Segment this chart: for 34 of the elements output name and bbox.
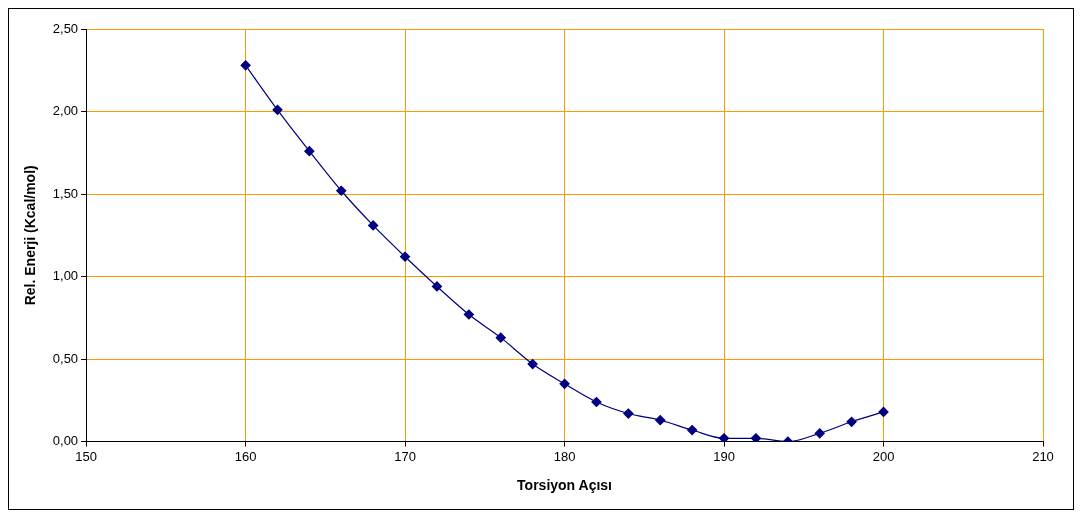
point: [495, 332, 506, 343]
point: [878, 406, 889, 417]
point: [687, 424, 698, 436]
point: [814, 428, 825, 439]
x-tick-label: 150: [75, 448, 97, 464]
x-axis-title: Torsiyon Açısı: [517, 477, 613, 494]
point: [304, 146, 315, 157]
point: [399, 251, 411, 262]
y-tick-label: 0,50: [52, 350, 79, 366]
y-tick-label: 1,50: [52, 185, 79, 201]
y-tick-label: 2,00: [52, 103, 79, 119]
point: [336, 185, 347, 196]
point: [750, 433, 762, 442]
point: [431, 281, 443, 292]
y-axis-title: Rel. Enerji (Kcal/mol): [22, 165, 39, 306]
x-tick-label: 180: [553, 448, 576, 464]
x-tick-label: 160: [234, 448, 257, 464]
x-tick-label: 170: [394, 448, 416, 464]
point: [718, 433, 730, 442]
point: [240, 60, 251, 71]
point: [623, 408, 634, 419]
point: [368, 220, 379, 231]
x-tick-label: 190: [713, 448, 735, 464]
point: [272, 104, 283, 115]
y-tick-label: 1,00: [52, 268, 79, 284]
point: [527, 358, 538, 370]
point: [655, 415, 666, 426]
x-tick-label: 200: [872, 448, 895, 464]
point: [559, 378, 570, 389]
y-tick-label: 2,50: [52, 20, 79, 36]
point: [463, 309, 474, 320]
y-tick-label: 0,00: [52, 433, 79, 449]
x-tick-label: 210: [1032, 448, 1054, 464]
point: [846, 416, 857, 427]
